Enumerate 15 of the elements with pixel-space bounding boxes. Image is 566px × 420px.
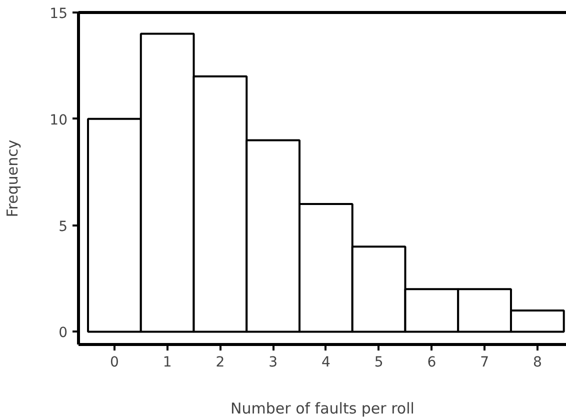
y-tick-label: 10 (50, 112, 68, 128)
x-tick-label: 7 (480, 354, 490, 370)
y-tick-label: 5 (58, 218, 68, 235)
x-tick-label: 3 (268, 354, 278, 370)
y-axis-title: Frequency (4, 140, 22, 218)
x-tick-label: 0 (110, 354, 119, 370)
x-tick-label: 6 (427, 354, 436, 370)
x-tick-label: 4 (321, 354, 330, 370)
y-tick-label: 15 (50, 6, 68, 22)
x-tick-label: 2 (216, 354, 225, 370)
x-tick-label: 5 (374, 354, 384, 370)
y-tick-label: 0 (58, 325, 68, 342)
x-tick-label: 8 (532, 354, 542, 370)
x-axis-title: Number of faults per roll (230, 400, 414, 418)
x-tick-label: 1 (162, 354, 172, 370)
